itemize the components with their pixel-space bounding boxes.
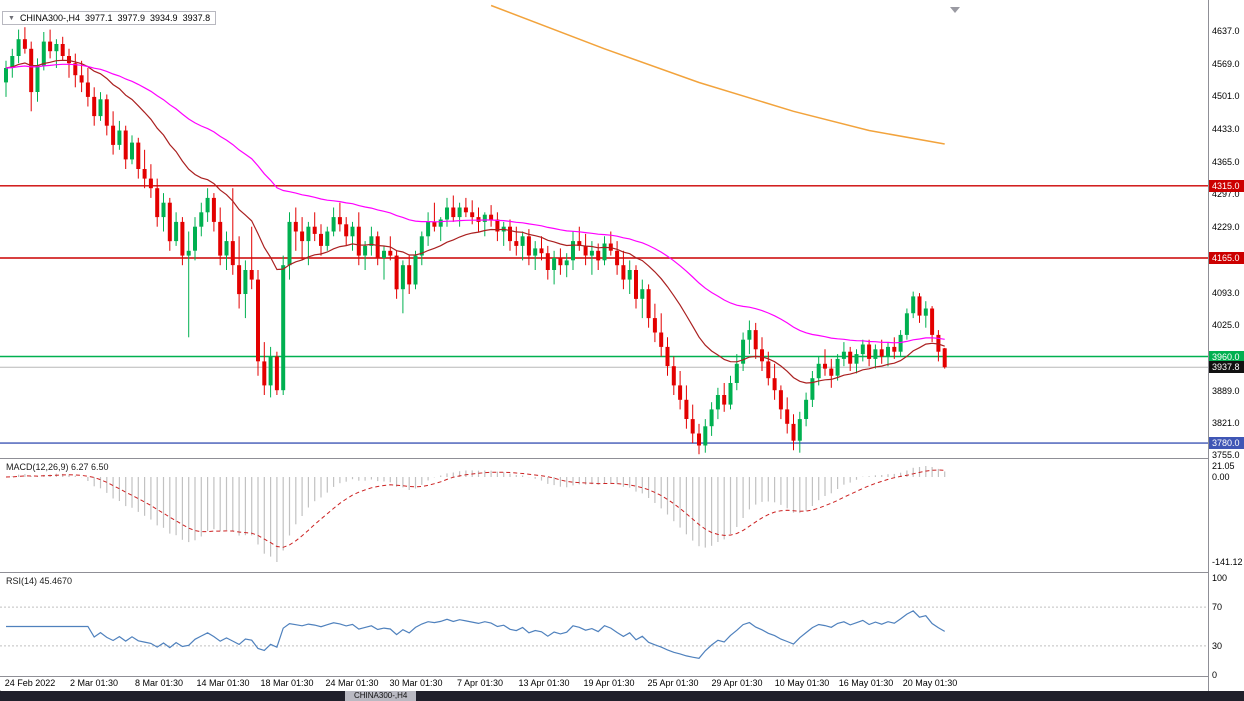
candlesticks	[4, 27, 947, 455]
chart-tabs-bar[interactable]: CHINA300-,H4	[0, 691, 1244, 701]
price-scale-tick: 3821.0	[1212, 418, 1240, 428]
time-axis-label: 30 Mar 01:30	[389, 678, 443, 688]
time-axis-label: 16 May 01:30	[838, 678, 894, 688]
time-axis-label: 24 Feb 2022	[4, 678, 56, 688]
chart-shift-marker-icon[interactable]	[950, 7, 960, 13]
time-axis-label: 24 Mar 01:30	[325, 678, 379, 688]
moving-averages	[5, 4, 945, 384]
collapse-arrow-icon[interactable]: ▼	[8, 14, 15, 22]
rsi-levels	[0, 606, 1208, 647]
rsi-scale-label: 100	[1212, 573, 1228, 583]
ma-slow-line	[5, 63, 945, 344]
time-axis-label: 20 May 01:30	[902, 678, 958, 688]
macd-canvas	[5, 466, 946, 562]
time-axis-label: 2 Mar 01:30	[69, 678, 119, 688]
symbol-period-label: CHINA300-,H4	[19, 13, 80, 23]
ohlc-close: 3937.8	[182, 13, 211, 23]
level-price-badge: 4315.0	[1209, 180, 1244, 192]
time-axis-label: 18 Mar 01:30	[260, 678, 314, 688]
panel-divider[interactable]	[0, 572, 1244, 573]
price-scale-tick: 4637.0	[1212, 26, 1240, 36]
ohlc-open: 3977.1	[84, 13, 113, 23]
macd-scale-label: 0.00	[1212, 472, 1230, 482]
ohlc-high: 3977.9	[117, 13, 146, 23]
chart-title: ▼ CHINA300-,H4 3977.1 3977.9 3934.9 3937…	[2, 11, 217, 25]
macd-signal-line	[5, 469, 945, 548]
time-axis-label: 29 Apr 01:30	[711, 678, 763, 688]
price-chart-canvas	[0, 4, 1208, 455]
level-price-badge: 3780.0	[1209, 437, 1244, 449]
rsi-scale-label: 30	[1212, 641, 1223, 651]
level-lines	[0, 185, 1208, 444]
time-axis-label: 10 May 01:30	[774, 678, 830, 688]
price-scale-tick: 3755.0	[1212, 450, 1240, 460]
rsi-indicator-panel[interactable]	[0, 573, 1208, 676]
price-scale-tick: 4569.0	[1212, 59, 1240, 69]
price-scale-tick: 4229.0	[1212, 222, 1240, 232]
ohlc-low: 3934.9	[150, 13, 178, 23]
time-axis[interactable]: 24 Feb 2022 2 Mar 01:30 8 Mar 01:30 14 Mar …	[0, 677, 1208, 690]
time-axis-label: 13 Apr 01:30	[518, 678, 570, 688]
macd-scale-label: 21.05	[1212, 461, 1235, 471]
rsi-scale-label: 70	[1212, 602, 1223, 612]
price-scale-tick: 4501.0	[1212, 91, 1240, 101]
rsi-label: RSI(14) 45.4670	[6, 576, 73, 586]
tab-china300-h4[interactable]: CHINA300-,H4	[345, 691, 417, 701]
price-scale-tick: 4025.0	[1212, 320, 1240, 330]
rsi-line	[6, 610, 945, 659]
time-axis-label: 25 Apr 01:30	[647, 678, 699, 688]
macd-scale-label: -141.12	[1212, 557, 1243, 567]
level-price-badge: 4165.0	[1209, 252, 1244, 264]
ma-long-line	[490, 4, 945, 145]
price-scale-tick: 4365.0	[1212, 157, 1240, 167]
macd-histogram	[11, 466, 946, 562]
time-axis-label: 14 Mar 01:30	[196, 678, 250, 688]
price-scale-tick: 3889.0	[1212, 386, 1240, 396]
panel-divider[interactable]	[0, 458, 1244, 459]
macd-label: MACD(12,26,9) 6.27 6.50	[6, 462, 109, 472]
price-scale-tick: 4093.0	[1212, 288, 1240, 298]
time-axis-label: 8 Mar 01:30	[134, 678, 184, 688]
price-chart-panel[interactable]	[0, 0, 1208, 458]
macd-indicator-panel[interactable]	[0, 459, 1208, 572]
current-price-badge: 3937.8	[1209, 361, 1244, 373]
level-price-badge: 3960.0	[1209, 351, 1244, 363]
rsi-scale-label: 0	[1212, 670, 1218, 680]
rsi-canvas	[0, 606, 1208, 659]
time-axis-label: 7 Apr 01:30	[456, 678, 504, 688]
price-scale-tick: 4297.0	[1212, 189, 1240, 199]
price-scale-tick: 4433.0	[1212, 124, 1240, 134]
price-scale[interactable]: 4637.0 4569.0 4501.0 4433.0 4365.0 4297.0 4229…	[1208, 0, 1244, 691]
time-axis-label: 19 Apr 01:30	[583, 678, 635, 688]
time-axis-divider	[0, 676, 1244, 677]
ma-fast-line	[5, 59, 945, 384]
